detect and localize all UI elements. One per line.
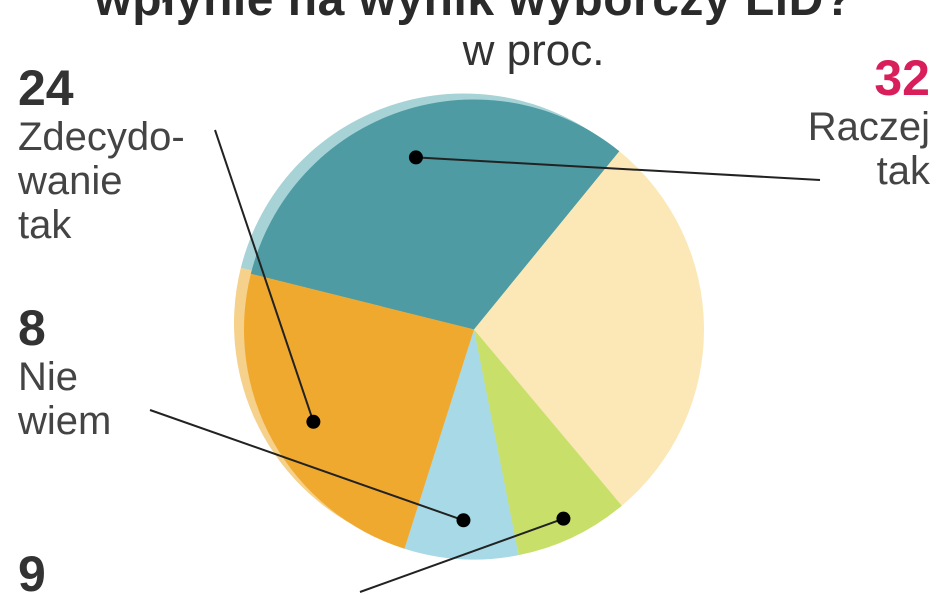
value-raczej-tak: 32: [808, 52, 930, 105]
label-zdec-tak: 24 Zdecydo-wanietak: [18, 62, 185, 247]
label-nie-wiem: 8 Niewiem: [18, 302, 111, 443]
value-nie-wiem: 8: [18, 302, 111, 355]
text-nie-wiem: Niewiem: [18, 355, 111, 443]
value-zdec-tak: 24: [18, 62, 185, 115]
text-raczej-tak: Raczejtak: [808, 105, 930, 193]
pie-chart: [124, 50, 824, 615]
text-zdec-tak: Zdecydo-wanietak: [18, 115, 185, 247]
label-raczej-tak: 32 Raczejtak: [808, 52, 930, 193]
chart-title-partial: wpłynie na wynik wyborczy LiD?: [0, 0, 948, 27]
